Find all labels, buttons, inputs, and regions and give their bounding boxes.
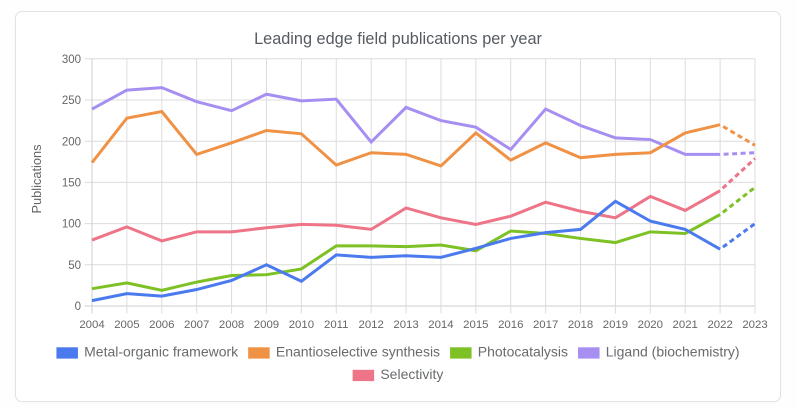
svg-text:2018: 2018 [568, 319, 593, 331]
svg-text:50: 50 [68, 260, 81, 272]
svg-text:Metal-organic framework: Metal-organic framework [84, 344, 239, 360]
svg-text:2014: 2014 [428, 319, 453, 331]
svg-text:150: 150 [62, 178, 81, 190]
svg-text:Enantioselective synthesis: Enantioselective synthesis [276, 344, 440, 360]
svg-text:2013: 2013 [393, 319, 418, 331]
svg-text:2020: 2020 [638, 319, 663, 331]
svg-text:Selectivity: Selectivity [380, 366, 443, 382]
svg-text:Leading edge field publication: Leading edge field publications per year [254, 30, 542, 48]
svg-text:2017: 2017 [533, 319, 558, 331]
svg-text:Photocatalysis: Photocatalysis [478, 344, 568, 360]
svg-text:Publications: Publications [29, 144, 44, 213]
svg-text:0: 0 [75, 301, 81, 313]
svg-text:2012: 2012 [358, 319, 383, 331]
svg-text:2011: 2011 [324, 319, 349, 331]
svg-text:2004: 2004 [79, 319, 104, 331]
svg-text:2023: 2023 [742, 319, 767, 331]
svg-text:250: 250 [62, 95, 81, 107]
svg-text:2007: 2007 [184, 319, 209, 331]
svg-text:2015: 2015 [463, 319, 488, 331]
svg-text:300: 300 [62, 54, 81, 66]
svg-text:2016: 2016 [498, 319, 523, 331]
svg-text:2019: 2019 [603, 319, 628, 331]
svg-text:Ligand (biochemistry): Ligand (biochemistry) [606, 344, 740, 360]
svg-text:2005: 2005 [114, 319, 139, 331]
svg-text:200: 200 [62, 136, 81, 148]
svg-text:2006: 2006 [149, 319, 174, 331]
svg-text:2009: 2009 [254, 319, 279, 331]
svg-text:2021: 2021 [673, 319, 698, 331]
svg-text:2022: 2022 [707, 319, 732, 331]
svg-text:2010: 2010 [289, 319, 314, 331]
svg-text:2008: 2008 [219, 319, 244, 331]
svg-text:100: 100 [62, 219, 81, 231]
